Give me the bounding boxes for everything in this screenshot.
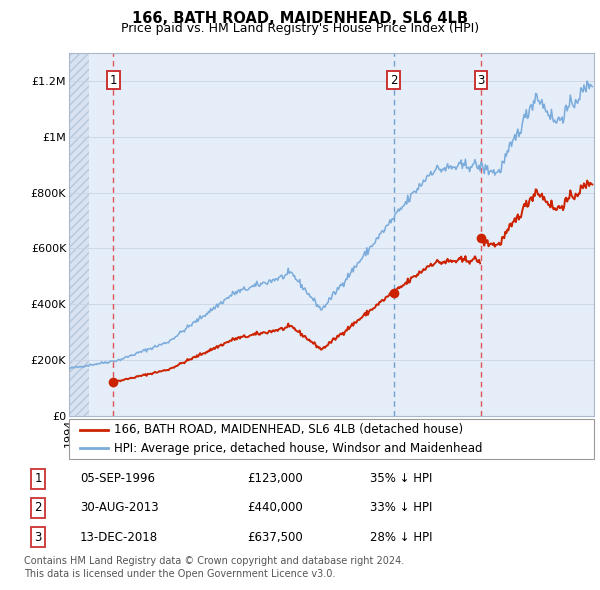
- Text: 1: 1: [109, 74, 117, 87]
- Text: Price paid vs. HM Land Registry's House Price Index (HPI): Price paid vs. HM Land Registry's House …: [121, 22, 479, 35]
- Text: HPI: Average price, detached house, Windsor and Maidenhead: HPI: Average price, detached house, Wind…: [113, 442, 482, 455]
- Text: Contains HM Land Registry data © Crown copyright and database right 2024.
This d: Contains HM Land Registry data © Crown c…: [24, 556, 404, 579]
- Text: 2: 2: [34, 502, 42, 514]
- Text: 1: 1: [34, 473, 42, 486]
- Text: 05-SEP-1996: 05-SEP-1996: [80, 473, 155, 486]
- Text: 35% ↓ HPI: 35% ↓ HPI: [370, 473, 433, 486]
- Text: 166, BATH ROAD, MAIDENHEAD, SL6 4LB: 166, BATH ROAD, MAIDENHEAD, SL6 4LB: [132, 11, 468, 25]
- Text: 30-AUG-2013: 30-AUG-2013: [80, 502, 158, 514]
- Text: 28% ↓ HPI: 28% ↓ HPI: [370, 530, 433, 543]
- Text: £637,500: £637,500: [247, 530, 303, 543]
- Text: 166, BATH ROAD, MAIDENHEAD, SL6 4LB (detached house): 166, BATH ROAD, MAIDENHEAD, SL6 4LB (det…: [113, 423, 463, 436]
- Bar: [69, 53, 89, 416]
- Text: 3: 3: [34, 530, 41, 543]
- Text: £123,000: £123,000: [247, 473, 303, 486]
- Text: 3: 3: [478, 74, 485, 87]
- Text: £440,000: £440,000: [247, 502, 303, 514]
- Text: 33% ↓ HPI: 33% ↓ HPI: [370, 502, 433, 514]
- Text: 13-DEC-2018: 13-DEC-2018: [80, 530, 158, 543]
- Bar: [89, 53, 594, 416]
- Text: 2: 2: [390, 74, 397, 87]
